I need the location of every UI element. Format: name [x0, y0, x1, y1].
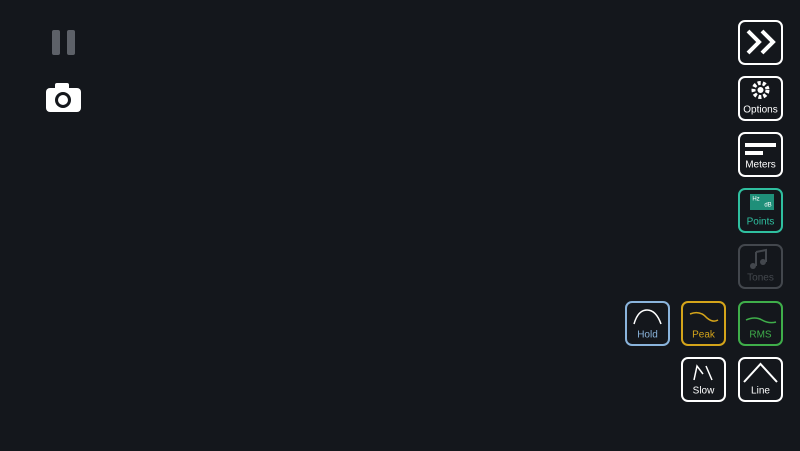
line-button[interactable]: Line: [738, 357, 783, 402]
button-label: Options: [743, 105, 777, 116]
options-button[interactable]: Options: [738, 76, 783, 121]
button-label: Points: [747, 217, 775, 228]
camera-button[interactable]: [46, 83, 81, 112]
button-label: Line: [751, 386, 770, 397]
meters-button[interactable]: Meters: [738, 132, 783, 177]
button-label: Peak: [692, 330, 716, 341]
slow-button[interactable]: Slow: [681, 357, 726, 402]
forward-button[interactable]: [738, 20, 783, 65]
pause-button[interactable]: [52, 30, 75, 55]
peak-button[interactable]: Peak: [681, 301, 726, 346]
button-label: Meters: [745, 160, 776, 171]
hold-button[interactable]: Hold: [625, 301, 670, 346]
button-label: Tones: [747, 273, 774, 284]
button-label: Hold: [637, 330, 658, 341]
button-label: RMS: [749, 330, 772, 341]
button-label: Slow: [693, 386, 715, 397]
points-button[interactable]: Hz dB Points: [738, 188, 783, 233]
tones-button[interactable]: Tones: [738, 244, 783, 289]
icon-label: dB: [764, 203, 771, 209]
rms-button[interactable]: RMS: [738, 301, 783, 346]
icon-label: Hz: [752, 197, 759, 203]
